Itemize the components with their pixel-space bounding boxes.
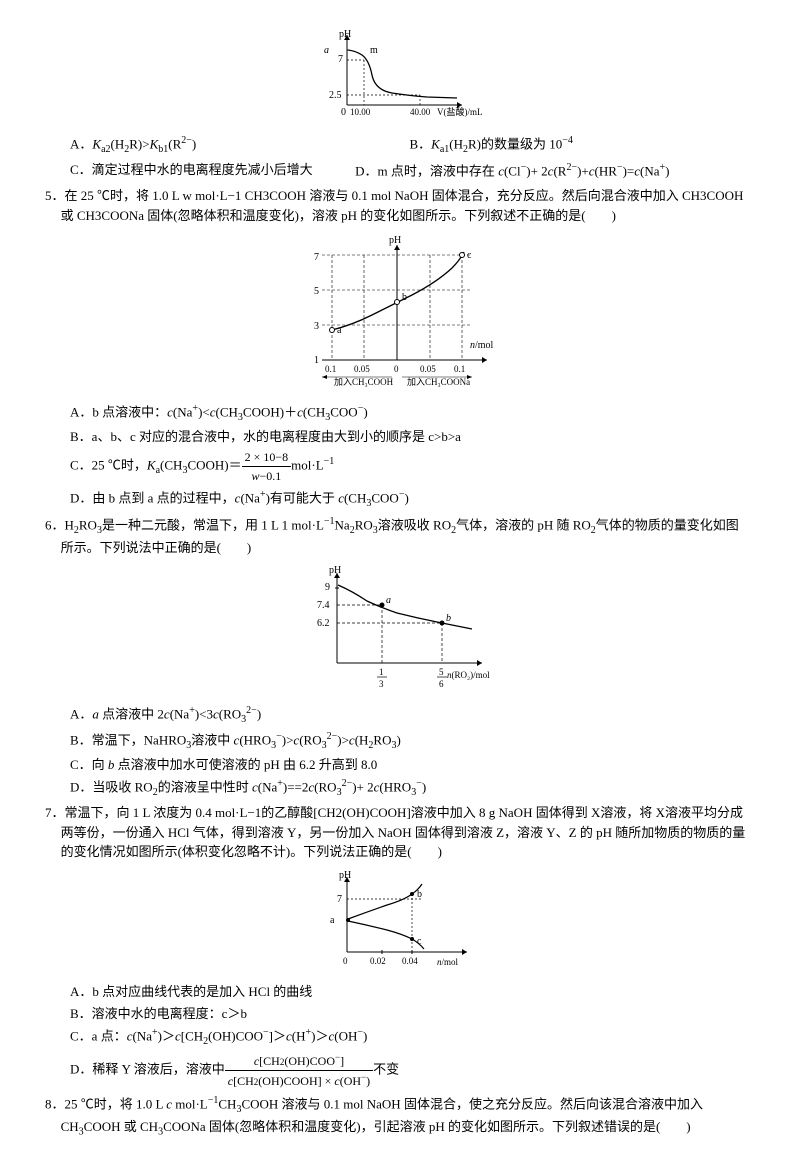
svg-text:2.5: 2.5 xyxy=(329,90,342,101)
titration-chart-svg: pH a 7 2.5 0 10.00 40.00 V(盐酸)/mL m xyxy=(312,25,482,120)
q6-option-c: C．向 b 点溶液中加水可使溶液的 pH 由 6.2 升高到 8.0 xyxy=(70,755,749,775)
svg-text:9: 9 xyxy=(325,582,330,593)
q4-options: A．Ka2(H2R)>Kb1(R2−) B．Ka1(H2R)的数量级为 10−4… xyxy=(45,131,749,184)
svg-text:pH: pH xyxy=(389,235,401,246)
svg-text:c: c xyxy=(417,936,422,947)
q5-options: A．b 点溶液中：c(Na+)<c(CH3COOH)＋c(CH3COO−) B．… xyxy=(45,401,749,511)
svg-text:m: m xyxy=(370,45,378,56)
svg-text:7: 7 xyxy=(314,252,319,263)
q7-options: A．b 点对应曲线代表的是加入 HCl 的曲线 B．溶液中水的电离程度：c＞b … xyxy=(45,982,749,1090)
svg-text:5: 5 xyxy=(314,286,319,297)
svg-text:加入CH₃COOH: 加入CH₃COOH xyxy=(334,377,394,387)
q5-option-a: A．b 点溶液中：c(Na+)<c(CH3COOH)＋c(CH3COO−) xyxy=(70,401,749,425)
q5-option-c: C．25 ℃时，Ka(CH3COOH)＝2 × 10−8w−0.1mol·L−1 xyxy=(70,448,749,485)
svg-text:b: b xyxy=(402,292,407,303)
svg-text:0: 0 xyxy=(341,107,346,118)
q6-stem: 6．H2RO3是一种二元酸，常温下，用 1 L 1 mol·L−1Na2RO3溶… xyxy=(45,514,749,557)
svg-text:a: a xyxy=(386,595,391,606)
svg-text:a: a xyxy=(337,325,342,336)
q6-option-b: B．常温下，NaHRO3溶液中 c(HRO3−)>c(RO32−)>c(H2RO… xyxy=(70,729,749,753)
svg-text:3: 3 xyxy=(314,321,319,332)
svg-text:7: 7 xyxy=(338,54,343,65)
q5-option-b: B．a、b、c 对应的混合液中，水的电离程度由大到小的顺序是 c>b>a xyxy=(70,427,749,447)
svg-text:n(RO₂)/mol: n(RO₂)/mol xyxy=(447,670,490,680)
svg-text:7.4: 7.4 xyxy=(317,600,330,611)
svg-text:b: b xyxy=(446,613,451,624)
q7-option-c: C．a 点：c(Na+)＞c[CH2(OH)COO−]＞c(H+)＞c(OH−) xyxy=(70,1025,749,1049)
svg-text:a: a xyxy=(324,45,329,56)
q7-option-d: D．稀释 Y 溶液后，溶液中c[CH2(OH)COO−]c[CH2(OH)COO… xyxy=(70,1051,749,1090)
svg-text:pH: pH xyxy=(339,29,351,40)
svg-text:1: 1 xyxy=(379,667,384,677)
q5-option-d: D．由 b 点到 a 点的过程中，c(Na+)有可能大于 c(CH3COO−) xyxy=(70,487,749,511)
q6-options: A．a 点溶液中 2c(Na+)<3c(RO32−) B．常温下，NaHRO3溶… xyxy=(45,703,749,800)
q5-stem: 5．在 25 ℃时，将 1.0 L w mol·L−1 CH3COOH 溶液与 … xyxy=(45,186,749,225)
svg-text:0.1: 0.1 xyxy=(454,364,465,374)
svg-text:V(盐酸)/mL: V(盐酸)/mL xyxy=(437,106,482,117)
q6-option-d: D．当吸收 RO2的溶液呈中性时 c(Na+)==2c(RO32−)+ 2c(H… xyxy=(70,776,749,800)
svg-text:0: 0 xyxy=(394,364,399,374)
svg-text:6: 6 xyxy=(439,679,444,689)
q6-option-a: A．a 点溶液中 2c(Na+)<3c(RO32−) xyxy=(70,703,749,727)
svg-text:加入CH₃COONa: 加入CH₃COONa xyxy=(407,377,470,387)
q7-chart: pH n/mol 7 a 0 0.02 0.04 b c xyxy=(45,867,749,978)
svg-text:0.05: 0.05 xyxy=(420,364,436,374)
q4-option-a: A．Ka2(H2R)>Kb1(R2−) xyxy=(70,133,410,157)
svg-text:40.00: 40.00 xyxy=(410,107,431,117)
q6-chart: pH n(RO₂)/mol 9 7.4 6.2 1 3 5 6 a b xyxy=(45,563,749,699)
svg-text:c: c xyxy=(467,250,472,261)
svg-text:0.02: 0.02 xyxy=(370,956,386,966)
svg-text:1: 1 xyxy=(314,355,319,366)
svg-text:7: 7 xyxy=(337,894,342,905)
q7-option-a: A．b 点对应曲线代表的是加入 HCl 的曲线 xyxy=(70,982,749,1002)
svg-text:3: 3 xyxy=(379,679,384,689)
svg-text:pH: pH xyxy=(339,870,351,881)
q4-option-d: D．m 点时，溶液中存在 c(Cl−)+ 2c(R2−)+c(HR−)=c(Na… xyxy=(355,160,749,181)
svg-text:/mol: /mol xyxy=(475,340,494,351)
svg-text:b: b xyxy=(417,889,422,900)
svg-text:6.2: 6.2 xyxy=(317,618,330,629)
q7-stem: 7．常温下，向 1 L 浓度为 0.4 mol·L−1的乙醇酸[CH2(OH)C… xyxy=(45,803,749,862)
q4-option-c: C．滴定过程中水的电离程度先减小后增大 xyxy=(70,160,355,181)
q4-chart: pH a 7 2.5 0 10.00 40.00 V(盐酸)/mL m xyxy=(45,25,749,126)
svg-text:0.1: 0.1 xyxy=(325,364,336,374)
q4-option-b: B．Ka1(H2R)的数量级为 10−4 xyxy=(410,133,750,157)
svg-text:0.04: 0.04 xyxy=(402,956,418,966)
svg-text:10.00: 10.00 xyxy=(350,107,371,117)
q8-stem: 8．25 ℃时，将 1.0 L c mol·L−1CH3COOH 溶液与 0.1… xyxy=(45,1093,749,1140)
svg-text:a: a xyxy=(330,915,335,926)
q7-option-b: B．溶液中水的电离程度：c＞b xyxy=(70,1004,749,1024)
q5-c-numerator: 2 × 10−8 xyxy=(242,448,292,467)
svg-text:0.05: 0.05 xyxy=(354,364,370,374)
svg-text:pH: pH xyxy=(329,565,341,576)
svg-text:0: 0 xyxy=(343,956,348,966)
svg-text:n/mol: n/mol xyxy=(437,957,459,967)
q5-chart: pH n/mol 7 5 3 1 0.1 0.05 0 0.05 0.1 加入C… xyxy=(45,230,749,396)
svg-text:5: 5 xyxy=(439,667,444,677)
